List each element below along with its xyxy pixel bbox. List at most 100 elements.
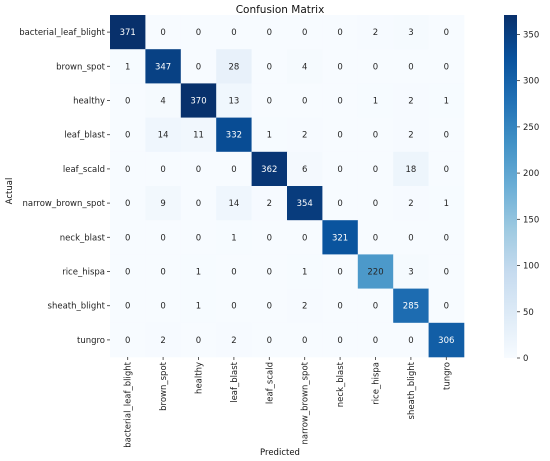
heatmap-cell bbox=[287, 186, 323, 221]
cell-value-label: 362 bbox=[261, 165, 277, 175]
cell-value-label: 3 bbox=[408, 28, 413, 38]
heatmap-cell bbox=[322, 15, 359, 50]
cell-value-label: 0 bbox=[231, 165, 236, 175]
heatmap-cell bbox=[110, 186, 146, 221]
cell-value-label: 2 bbox=[408, 131, 413, 141]
heatmap-cell bbox=[145, 49, 182, 84]
cell-value-label: 2 bbox=[408, 97, 413, 107]
cell-value-label: 2 bbox=[231, 336, 236, 346]
heatmap-cell bbox=[428, 83, 465, 118]
heatmap-cell bbox=[216, 288, 252, 324]
cell-value-label: 0 bbox=[231, 302, 236, 312]
heatmap-cell bbox=[110, 117, 146, 153]
cell-value-label: 0 bbox=[267, 28, 272, 38]
cell-value-label: 0 bbox=[373, 302, 378, 312]
cell-value-label: 0 bbox=[125, 233, 130, 243]
heatmap-cell bbox=[322, 322, 359, 358]
cell-value-label: 2 bbox=[302, 131, 307, 141]
cell-value-label: 3 bbox=[408, 268, 413, 278]
cell-value-label: 0 bbox=[196, 62, 201, 72]
heatmap-cell bbox=[287, 49, 323, 84]
cell-value-label: 0 bbox=[160, 268, 165, 278]
cell-value-label: 0 bbox=[337, 131, 342, 141]
heatmap-cell bbox=[145, 322, 182, 358]
colorbar-tick-label: 250 bbox=[523, 123, 539, 133]
heatmap-cell bbox=[428, 220, 465, 255]
x-tick-label: tungro bbox=[442, 362, 452, 390]
heatmap-cell bbox=[393, 322, 429, 358]
heatmap-cell bbox=[110, 151, 146, 187]
cell-value-label: 0 bbox=[196, 199, 201, 209]
heatmap-cell bbox=[393, 15, 429, 50]
cell-value-label: 0 bbox=[125, 131, 130, 141]
colorbar-tick-label: 100 bbox=[523, 262, 539, 272]
heatmap-cell bbox=[216, 83, 252, 118]
heatmap-cell bbox=[251, 220, 288, 255]
cell-value-label: 0 bbox=[160, 233, 165, 243]
heatmap-cell bbox=[393, 220, 429, 255]
heatmap-cell bbox=[110, 220, 146, 255]
cell-value-label: 0 bbox=[337, 62, 342, 72]
colorbar-tick-label: 150 bbox=[523, 215, 539, 225]
cell-value-label: 0 bbox=[302, 28, 307, 38]
heatmap-cell bbox=[216, 322, 252, 358]
heatmap-cell bbox=[145, 254, 182, 289]
colorbar-tick-label: 200 bbox=[523, 169, 539, 179]
heatmap-cell bbox=[428, 117, 465, 153]
heatmap-cell bbox=[110, 288, 146, 324]
cell-value-label: 0 bbox=[160, 28, 165, 38]
heatmap-cell bbox=[180, 151, 217, 187]
colorbar-tick-label: 0 bbox=[523, 354, 528, 364]
cell-value-label: 0 bbox=[444, 131, 449, 141]
heatmap-cell bbox=[145, 117, 182, 153]
heatmap-cell bbox=[251, 83, 288, 118]
heatmap-cell bbox=[180, 220, 217, 255]
cell-value-label: 0 bbox=[267, 336, 272, 346]
x-tick-label: narrow_brown_spot bbox=[301, 361, 311, 444]
y-tick-label: brown_spot bbox=[56, 62, 106, 72]
cell-value-label: 1 bbox=[444, 97, 449, 107]
cell-value-label: 0 bbox=[267, 233, 272, 243]
cell-value-label: 0 bbox=[196, 233, 201, 243]
heatmap-cell bbox=[251, 322, 288, 358]
y-tick-label: sheath_blight bbox=[48, 302, 106, 312]
heatmap-cell bbox=[216, 117, 252, 153]
cell-value-label: 9 bbox=[160, 199, 165, 209]
cell-value-label: 0 bbox=[125, 302, 130, 312]
heatmap-cell bbox=[428, 151, 465, 187]
cell-value-label: 0 bbox=[444, 165, 449, 175]
heatmap-cell bbox=[251, 15, 288, 50]
heatmap-cell bbox=[322, 220, 359, 255]
heatmap-cell bbox=[428, 186, 465, 221]
cell-value-label: 347 bbox=[155, 62, 171, 72]
cell-value-label: 0 bbox=[444, 233, 449, 243]
heatmap-cell bbox=[322, 254, 359, 289]
y-tick-label: rice_hispa bbox=[62, 268, 105, 278]
cell-value-label: 0 bbox=[231, 268, 236, 278]
y-tick-label: tungro bbox=[77, 336, 105, 346]
cell-value-label: 0 bbox=[160, 165, 165, 175]
cell-value-label: 0 bbox=[444, 302, 449, 312]
heatmap-cell bbox=[357, 15, 394, 50]
heatmap-cell bbox=[322, 49, 359, 84]
heatmap-cell bbox=[180, 186, 217, 221]
cell-value-label: 0 bbox=[196, 28, 201, 38]
heatmap-cell bbox=[180, 288, 217, 324]
heatmap-cell bbox=[428, 322, 465, 358]
colorbar-tick-label: 50 bbox=[523, 308, 534, 318]
cell-value-label: 0 bbox=[337, 336, 342, 346]
heatmap-cell bbox=[110, 83, 146, 118]
heatmap-cell bbox=[357, 49, 394, 84]
heatmap-cell bbox=[180, 322, 217, 358]
cell-value-label: 2 bbox=[408, 199, 413, 209]
chart-title: Confusion Matrix bbox=[236, 4, 325, 16]
heatmap-cell bbox=[287, 151, 323, 187]
heatmap-cell bbox=[357, 254, 394, 289]
cell-value-label: 0 bbox=[337, 28, 342, 38]
x-axis-label: Predicted bbox=[260, 448, 300, 458]
heatmap-cell bbox=[180, 117, 217, 153]
cell-value-label: 11 bbox=[193, 131, 204, 141]
heatmap-cell bbox=[287, 220, 323, 255]
cell-value-label: 0 bbox=[125, 165, 130, 175]
